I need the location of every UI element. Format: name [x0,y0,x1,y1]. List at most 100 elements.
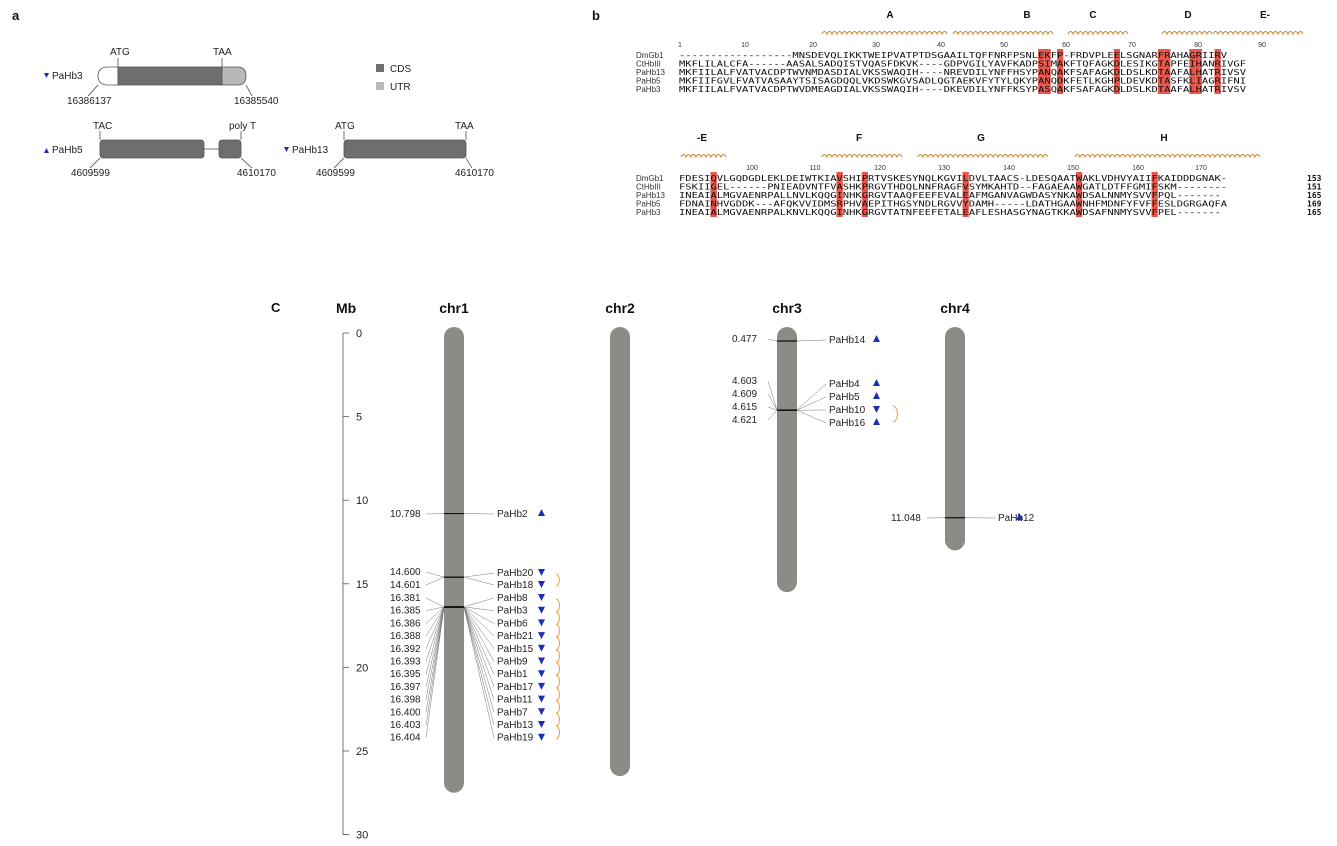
position-label: 16.386 [390,618,421,629]
gene-label: PaHb13 [497,720,534,731]
strand-down-icon [284,147,289,152]
position-leader [425,607,445,726]
sequence-name: PaHb3 [636,85,661,94]
helix-coil [1161,31,1213,36]
cds-box [343,139,467,159]
gene-leader [796,339,827,342]
strand-down-icon [873,406,880,413]
sequence-name: DmGb1 [636,51,664,60]
strand-up-icon [873,392,880,399]
strand-down-icon [44,73,49,78]
helix-label: F [856,133,862,144]
gene-model-pahb5: PaHb5 TAC poly T 4609599 4610170 [44,121,276,179]
gene-label: PaHb15 [497,644,534,655]
conserved-column [1164,49,1171,94]
axis-tick-label: 10 [356,495,368,507]
conserved-column [710,172,717,217]
sequence-row: INEAIALMGVAENRPALKNVLKQQGINHKGRGVTATNFEE… [679,208,1221,217]
position-label: 0.477 [732,334,757,345]
strand-down-icon [538,594,545,601]
duplication-arc [555,573,560,587]
end-label: poly T [229,121,256,132]
helix-coil [1212,31,1304,36]
gene-leader [463,606,495,624]
strand-down-icon [538,695,545,703]
helix-coil [952,31,1054,36]
gene-leader [463,572,495,578]
position-label: 14.601 [390,580,421,591]
gene-label: PaHb20 [497,568,534,579]
chr1-body [444,327,464,793]
position-label: 16.393 [390,657,421,668]
position-label: 14.600 [390,567,421,578]
legend: CDS UTR [376,64,411,93]
duplication-arc [892,405,898,423]
strand-down-icon [538,606,545,614]
conserved-column [1057,49,1064,94]
gene-leader [463,576,495,586]
strand-up-icon [873,379,880,386]
sequence-name: PaHb5 [636,77,661,86]
helix-label: H [1160,133,1167,144]
duplication-arc [555,687,560,702]
gene-leader [463,606,495,649]
position-label: 16.388 [390,631,421,642]
conserved-column [1151,172,1158,217]
sequence-row: ------------------MNSDEVQLIKKTWEIPVATPTD… [679,51,1227,60]
position-label: 16.404 [390,733,421,744]
sequence-row: MKFLILALCFA------AASALSADQISTVQASFDKVK--… [679,60,1246,69]
gene-label: PaHb8 [497,593,528,604]
utr-3-box [221,66,247,86]
legend-cds-label: CDS [390,64,411,75]
ruler-tick-label: 100 [746,165,758,172]
position-leader [425,607,445,662]
position-leader [425,607,445,700]
gene-label: PaHb12 [998,513,1035,524]
panel-c-label: C [271,300,281,315]
sequence-row: FDESIQVLGQDGDLEKLDEIWTKIAVSHIPRTVSKESYNQ… [679,174,1227,183]
gene-label: PaHb4 [829,379,860,390]
cds-box-2 [218,139,242,159]
position-leader [425,607,445,675]
ruler-tick-label: 170 [1195,165,1207,172]
gene-model-pahb13: PaHb13 ATG TAA 4609599 4610170 [284,121,494,179]
gene-name: PaHb3 [52,71,83,82]
strand-down-icon [538,682,545,690]
strand-down-icon [538,619,545,627]
helix-coil [1074,154,1261,159]
strand-down-icon [538,708,545,716]
strand-up-icon [44,148,49,153]
chr2-body [610,327,630,777]
helix-label: D [1184,10,1191,21]
gene-label: PaHb7 [497,707,528,718]
conserved-column [1038,49,1045,94]
duplication-arc [555,725,560,740]
mb-axis: 0 5 10 15 20 25 30 [342,328,368,842]
sequence-row: INEAIALMGVAENRPALLNVLKQQGINHKGRGVTAAQFEE… [679,191,1221,200]
chr3-title: chr3 [772,300,802,316]
conserved-column [1075,172,1083,217]
ruler-tick-label: 60 [1062,42,1070,49]
conserved-column [861,172,868,217]
position-label: 4.609 [732,389,757,400]
helix-coil [917,154,1049,159]
conserved-column [962,172,969,217]
position-leader [767,406,778,411]
start-codon-label: ATG [110,47,130,58]
ruler-tick-label: 70 [1128,42,1136,49]
gene-name: PaHb13 [292,145,329,156]
position-leader [425,606,445,649]
sequence-row: MKFIILALFVATVACDPTWVDMEAGDIALVKSSWAQIH--… [679,85,1246,94]
sequence-name: PaHb5 [636,200,661,209]
axis-tick-label: 0 [356,328,362,340]
stop-codon-label: TAA [455,121,474,132]
gene-label: PaHb18 [497,580,534,591]
gene-label: PaHb17 [497,682,534,693]
axis-tick-label: 30 [356,830,368,842]
gene-leader [463,607,495,738]
helix-coil [680,154,727,159]
end-coordinate: 4610170 [237,168,276,179]
position-label: 4.615 [732,402,757,413]
cds-box [99,139,205,159]
